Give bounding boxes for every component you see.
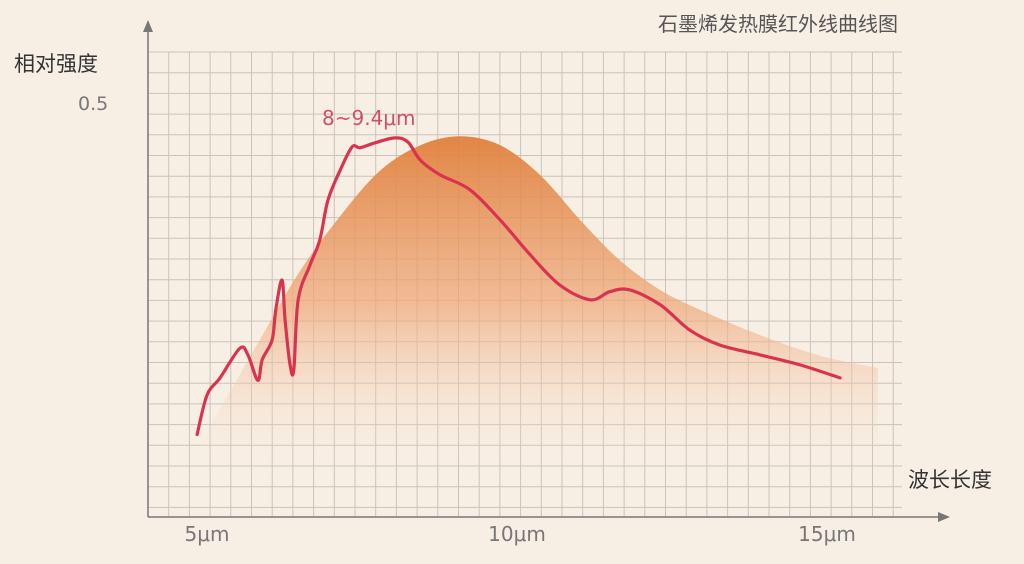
- y-tick-label: 0.5: [78, 93, 109, 115]
- chart-title: 石墨烯发热膜红外线曲线图: [658, 12, 898, 36]
- x-axis-label: 波长长度: [908, 468, 992, 492]
- y-axis-arrow-icon: [143, 20, 153, 32]
- axes: [143, 20, 950, 522]
- y-axis-label: 相对强度: [14, 52, 98, 76]
- peak-annotation: 8~9.4μm: [322, 106, 416, 130]
- series-line: [195, 136, 842, 437]
- series-area: [200, 136, 878, 476]
- x-tick-label: 15μm: [798, 522, 856, 546]
- x-tick-label: 5μm: [184, 522, 230, 546]
- x-tick-label: 10μm: [488, 522, 546, 546]
- x-axis-arrow-icon: [938, 512, 950, 522]
